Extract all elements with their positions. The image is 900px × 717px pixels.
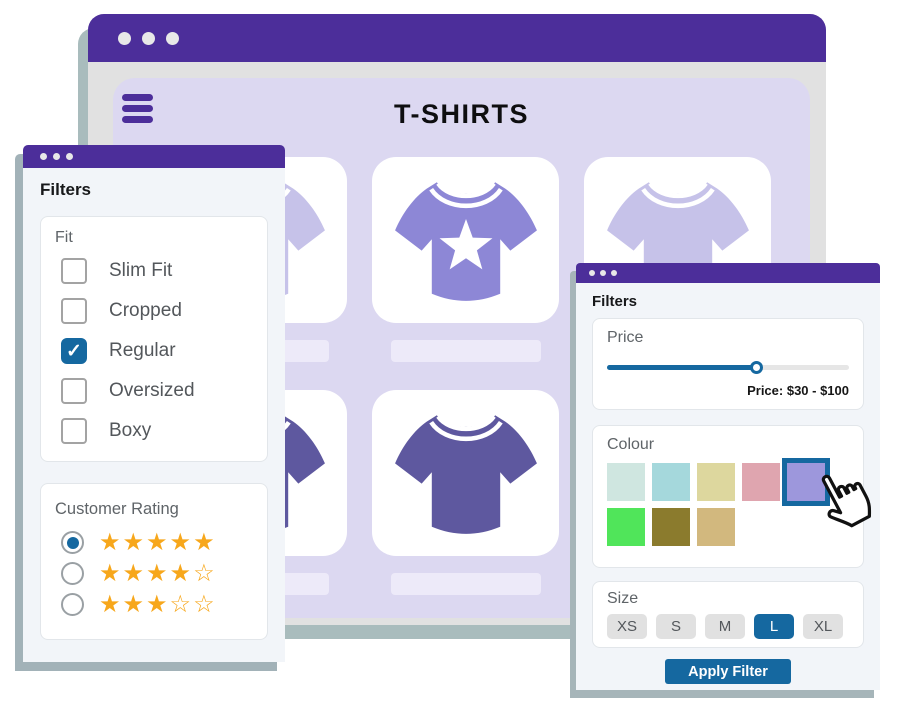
fit-option-label: Cropped (109, 300, 182, 321)
product-text-placeholder (390, 340, 541, 362)
product-cell (372, 157, 559, 362)
window-dot-icon (118, 31, 131, 45)
checkbox-icon[interactable] (61, 258, 87, 284)
filters-panel-right: Filters Price Price: $30 - $100 Colour S… (576, 263, 880, 690)
price-filter-card: Price Price: $30 - $100 (592, 318, 864, 410)
colour-label: Colour (607, 436, 655, 453)
size-option-xs[interactable]: XS (607, 614, 647, 639)
colour-swatch[interactable] (607, 508, 645, 546)
fit-option-boxy[interactable]: Boxy (61, 411, 253, 451)
window-dot-icon (166, 31, 179, 45)
product-text-placeholder (390, 573, 541, 595)
colour-swatch[interactable] (697, 463, 735, 501)
size-filter-card: Size XS S M L XL (592, 581, 864, 648)
price-label: Price (607, 329, 644, 346)
colour-swatch[interactable] (652, 463, 690, 501)
radio-selected-icon[interactable] (61, 531, 84, 554)
tshirt-icon (394, 181, 537, 301)
size-label: Size (607, 590, 639, 607)
panel-titlebar (576, 263, 880, 283)
fit-option-slim-fit[interactable]: Slim Fit (61, 251, 253, 291)
page-title: T-SHIRTS (393, 99, 529, 129)
rating-options: ★★★★★ ★★★★☆ ★★★☆☆ (61, 527, 253, 620)
size-option-m[interactable]: M (705, 614, 745, 639)
colour-swatch[interactable] (652, 508, 690, 546)
star-rating-icons: ★★★★★ (99, 528, 217, 556)
colour-swatch[interactable] (607, 463, 645, 501)
size-option-l[interactable]: L (754, 614, 794, 639)
fit-options: Slim Fit Cropped ✓ Regular Oversized Boxy (61, 251, 253, 451)
product-card[interactable] (372, 157, 559, 323)
fit-option-label: Oversized (109, 380, 195, 401)
colour-swatch[interactable] (742, 463, 780, 501)
price-range-value: Price: $30 - $100 (747, 383, 849, 398)
tshirt-icon (606, 181, 749, 301)
window-dot-icon (589, 270, 595, 276)
fit-option-label: Boxy (109, 420, 152, 441)
colour-swatch-selected[interactable] (782, 458, 830, 506)
window-dot-icon (40, 153, 47, 160)
fit-option-regular[interactable]: ✓ Regular (61, 331, 253, 371)
radio-icon[interactable] (61, 593, 84, 616)
size-options: XS S M L XL (607, 614, 849, 639)
filters-heading: Filters (592, 293, 638, 310)
fit-option-label: Regular (109, 340, 176, 361)
window-dot-icon (611, 270, 617, 276)
rating-option-4-stars[interactable]: ★★★★☆ (61, 558, 253, 589)
filters-heading: Filters (40, 180, 92, 199)
fit-option-label: Slim Fit (109, 260, 173, 281)
fit-label: Fit (55, 229, 73, 246)
window-dot-icon (142, 31, 155, 45)
product-cell (372, 390, 559, 595)
window-dot-icon (600, 270, 606, 276)
slider-fill (607, 365, 758, 370)
size-option-s[interactable]: S (656, 614, 696, 639)
window-dot-icon (66, 153, 73, 160)
star-rating-icons: ★★★☆☆ (99, 590, 217, 618)
tshirt-icon (394, 414, 537, 534)
colour-filter-card: Colour (592, 425, 872, 568)
filters-panel-left: Filters Fit Slim Fit Cropped ✓ Regular Ov… (23, 145, 285, 662)
price-slider[interactable] (607, 361, 849, 374)
window-dot-icon (53, 153, 60, 160)
slider-thumb[interactable] (750, 361, 764, 374)
colour-swatches (607, 458, 830, 546)
checkbox-checked-icon[interactable]: ✓ (61, 338, 87, 364)
rating-filter-card: Customer Rating ★★★★★ ★★★★☆ ★★★☆☆ (40, 483, 268, 640)
size-option-xl[interactable]: XL (803, 614, 843, 639)
rating-option-5-stars[interactable]: ★★★★★ (61, 527, 253, 558)
hamburger-menu-icon[interactable] (122, 94, 153, 123)
fit-option-oversized[interactable]: Oversized (61, 371, 253, 411)
panel-titlebar (23, 145, 285, 168)
window-titlebar (88, 14, 826, 62)
checkbox-icon[interactable] (61, 298, 87, 324)
rating-option-3-stars[interactable]: ★★★☆☆ (61, 589, 253, 620)
fit-option-cropped[interactable]: Cropped (61, 291, 253, 331)
star-rating-icons: ★★★★☆ (99, 559, 217, 587)
customer-rating-label: Customer Rating (55, 500, 179, 518)
radio-icon[interactable] (61, 562, 84, 585)
checkbox-icon[interactable] (61, 378, 87, 404)
colour-swatch[interactable] (697, 508, 735, 546)
product-card[interactable] (372, 390, 559, 556)
fit-filter-card: Fit Slim Fit Cropped ✓ Regular Oversized … (40, 216, 268, 462)
apply-filter-button[interactable]: Apply Filter (665, 659, 791, 684)
checkbox-icon[interactable] (61, 418, 87, 444)
